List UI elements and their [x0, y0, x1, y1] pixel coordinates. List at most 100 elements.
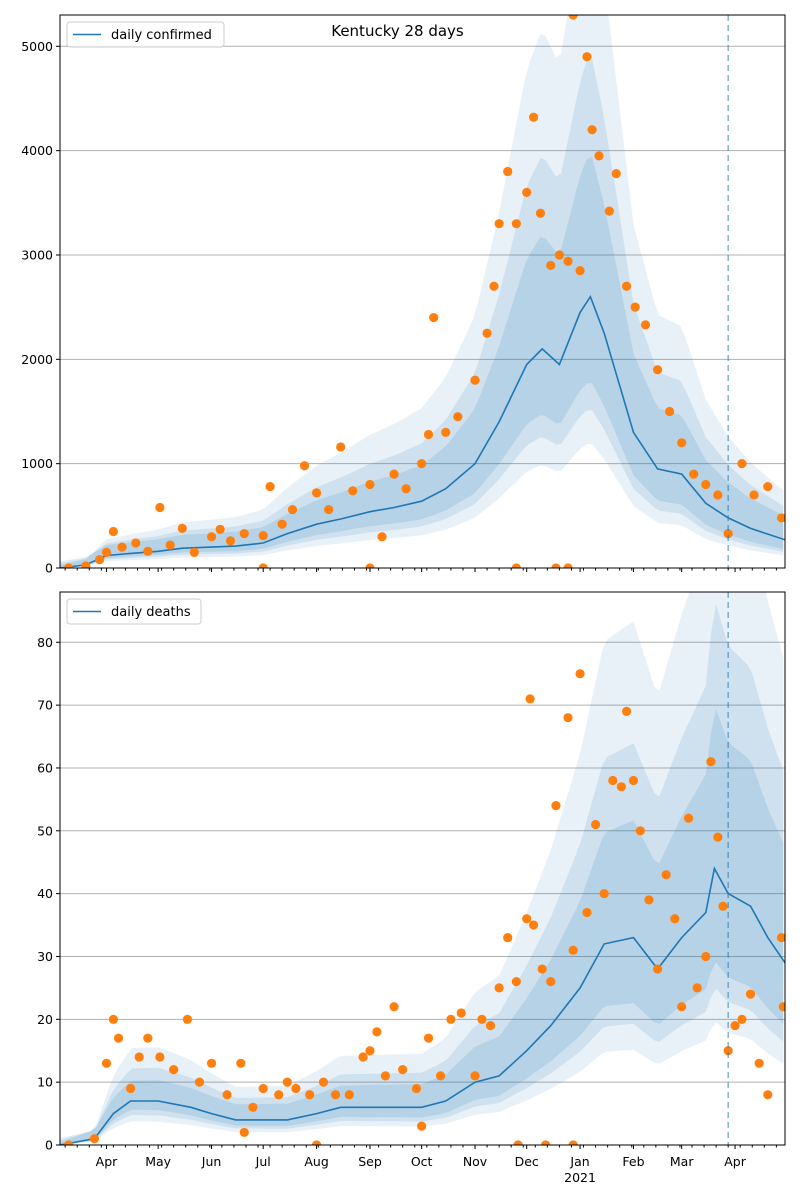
- y-tick-label: 0: [45, 561, 53, 576]
- data-point: [277, 519, 287, 529]
- data-point: [525, 694, 535, 704]
- data-point: [616, 782, 627, 792]
- data-point: [423, 429, 434, 440]
- data-point: [683, 813, 694, 823]
- data-point: [604, 206, 614, 216]
- data-point: [470, 1071, 480, 1081]
- data-point: [661, 870, 671, 880]
- x-tick-label: Nov: [463, 1154, 488, 1169]
- data-point: [776, 513, 785, 523]
- data-point: [503, 166, 513, 177]
- y-tick-label: 20: [37, 1012, 53, 1027]
- data-point: [194, 1077, 205, 1087]
- x-tick-label: Jul: [255, 1154, 271, 1169]
- data-point: [713, 832, 723, 842]
- confidence-band: [60, 157, 784, 568]
- data-point: [706, 757, 716, 767]
- data-point: [635, 826, 645, 836]
- data-point: [737, 459, 747, 469]
- data-point: [511, 219, 521, 229]
- y-tick-label: 1000: [21, 456, 53, 471]
- data-point: [311, 488, 322, 498]
- x-tick-label: Jan: [569, 1154, 589, 1169]
- data-point: [551, 563, 561, 568]
- y-tick-label: 5000: [21, 39, 53, 54]
- data-point: [745, 989, 756, 999]
- data-point: [344, 1090, 354, 1100]
- data-point: [590, 819, 601, 830]
- data-point: [330, 1090, 341, 1100]
- data-point: [456, 1008, 466, 1018]
- data-point: [206, 1058, 217, 1068]
- data-point: [621, 281, 632, 291]
- data-point: [730, 1021, 740, 1031]
- data-point: [608, 775, 618, 786]
- x-tick-label: Mar: [670, 1154, 694, 1169]
- data-point: [485, 1021, 496, 1031]
- y-tick-label: 40: [37, 886, 53, 901]
- data-point: [248, 1102, 258, 1112]
- data-point: [113, 1033, 124, 1043]
- data-point: [64, 1140, 74, 1145]
- data-point: [677, 438, 687, 448]
- data-point: [206, 532, 217, 542]
- x-tick-label: Sep: [358, 1154, 382, 1169]
- data-point: [411, 1083, 422, 1094]
- data-point: [563, 713, 573, 723]
- data-point: [101, 547, 112, 557]
- data-point: [377, 532, 387, 542]
- data-point: [134, 1052, 144, 1062]
- data-point: [258, 563, 268, 568]
- y-tick-label: 50: [37, 823, 53, 838]
- data-point: [182, 1014, 193, 1024]
- data-point: [522, 914, 532, 924]
- legend: daily confirmed: [66, 21, 225, 48]
- data-point: [594, 151, 604, 161]
- plot-area: [60, 15, 785, 568]
- data-point: [336, 442, 346, 452]
- data-point: [754, 1058, 764, 1068]
- data-point: [503, 933, 513, 943]
- data-point: [239, 528, 249, 539]
- data-point: [568, 15, 578, 20]
- data-point: [677, 1002, 687, 1012]
- data-point: [575, 669, 585, 679]
- y-tick-label: 0: [45, 1138, 53, 1153]
- data-point: [541, 1140, 551, 1145]
- data-point: [169, 1064, 179, 1075]
- data-point: [126, 1083, 136, 1094]
- data-point: [575, 266, 585, 276]
- data-point: [535, 208, 546, 218]
- data-point: [701, 479, 711, 490]
- data-point: [282, 1077, 292, 1087]
- y-tick-label: 80: [37, 635, 53, 650]
- x-year-label: 2021: [564, 1170, 596, 1185]
- data-point: [522, 187, 532, 197]
- data-point: [665, 406, 675, 417]
- data-point: [537, 964, 547, 974]
- data-point: [365, 563, 375, 568]
- data-point: [568, 1140, 578, 1145]
- data-point: [776, 933, 785, 943]
- data-point: [101, 1058, 112, 1068]
- fit-line: [60, 866, 785, 1145]
- data-point: [737, 1014, 747, 1024]
- data-point: [701, 951, 711, 962]
- data-point: [494, 219, 504, 229]
- x-tick-label: May: [145, 1154, 171, 1169]
- data-point: [155, 502, 165, 513]
- data-point: [763, 482, 773, 492]
- data-point: [713, 490, 723, 500]
- data-point: [435, 1071, 446, 1081]
- data-point: [318, 1077, 329, 1087]
- data-point: [348, 486, 358, 496]
- plot-frame: [59, 14, 786, 569]
- data-point: [482, 328, 492, 338]
- data-point: [291, 1083, 301, 1094]
- confidence-band: [60, 58, 784, 568]
- y-tick-label: 3000: [21, 247, 53, 262]
- x-tick-label: Feb: [622, 1154, 644, 1169]
- data-point: [299, 461, 310, 471]
- data-point: [398, 1064, 408, 1075]
